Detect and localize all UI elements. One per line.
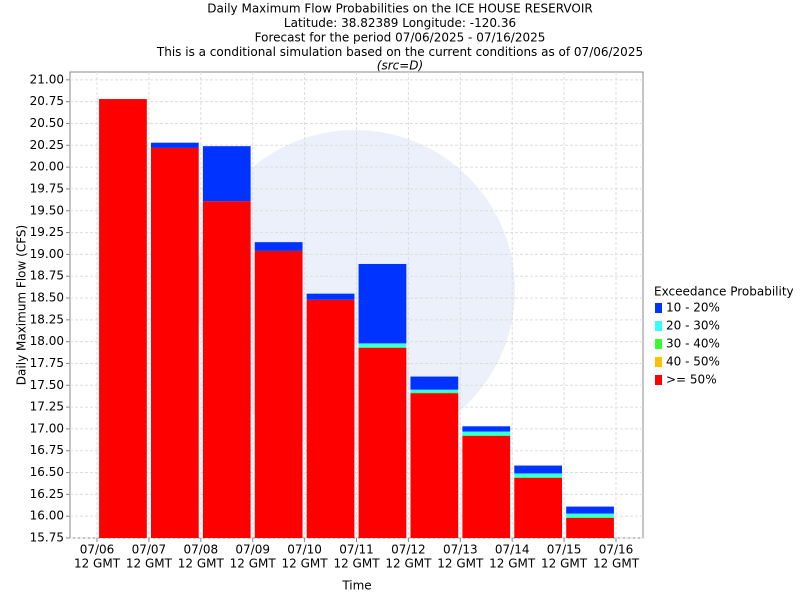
subtitle: (src=D) <box>377 59 423 73</box>
y-tick-label: 18.00 <box>30 334 64 348</box>
x-axis-label: Time <box>341 579 371 593</box>
bar-segment <box>410 376 459 390</box>
y-tick-label: 20.25 <box>30 138 64 152</box>
bar-segment <box>514 477 563 538</box>
y-tick-label: 16.00 <box>30 509 64 523</box>
chart-title: Forecast for the period 07/06/2025 - 07/… <box>255 31 546 45</box>
chart-title: This is a conditional simulation based o… <box>156 45 643 59</box>
legend-swatch <box>655 357 662 367</box>
bar-segment <box>202 201 251 538</box>
y-tick-label: 20.00 <box>30 160 64 174</box>
bar-segment <box>514 473 563 477</box>
bar-segment <box>410 393 459 538</box>
x-tick-label: 07/15 <box>547 543 582 557</box>
y-tick-label: 16.75 <box>30 443 64 457</box>
x-tick-label: 12 GMT <box>593 557 640 571</box>
x-tick-label: 07/09 <box>235 543 270 557</box>
bar-segment <box>150 147 199 539</box>
y-tick-label: 17.25 <box>30 400 64 414</box>
y-tick-label: 20.75 <box>30 94 64 108</box>
y-tick-label: 17.75 <box>30 356 64 370</box>
legend-swatch <box>655 375 662 385</box>
bar-segment <box>462 426 511 432</box>
y-tick-label: 19.00 <box>30 247 64 261</box>
bar-segment <box>254 250 303 538</box>
x-tick-label: 07/16 <box>599 543 634 557</box>
legend-swatch <box>655 303 662 313</box>
y-tick-label: 19.75 <box>30 181 64 195</box>
x-tick-label: 12 GMT <box>126 557 173 571</box>
x-tick-label: 12 GMT <box>230 557 277 571</box>
x-tick-label: 12 GMT <box>541 557 588 571</box>
bar-segment <box>566 506 614 514</box>
bar-segment <box>566 513 614 518</box>
y-tick-label: 19.25 <box>30 225 64 239</box>
bar-segment <box>514 476 563 478</box>
y-tick-label: 16.50 <box>30 465 64 479</box>
x-tick-label: 07/06 <box>80 543 115 557</box>
legend-label: 30 - 40% <box>666 337 720 351</box>
y-tick-label: 21.00 <box>30 72 64 86</box>
bar-segment <box>462 431 511 436</box>
bar-segment <box>306 299 355 538</box>
x-tick-label: 07/07 <box>132 543 167 557</box>
chart-title: Daily Maximum Flow Probabilities on the … <box>207 2 592 16</box>
y-tick-label: 15.75 <box>30 531 64 545</box>
y-tick-label: 17.50 <box>30 378 64 392</box>
bar-segment <box>150 142 199 148</box>
bar-segment <box>306 293 355 300</box>
bar-segment <box>410 392 459 394</box>
bar-segment <box>566 517 614 538</box>
x-tick-label: 12 GMT <box>489 557 536 571</box>
y-tick-label: 18.50 <box>30 291 64 305</box>
bar-segment <box>202 146 251 202</box>
y-tick-label: 20.50 <box>30 116 64 130</box>
legend-title: Exceedance Probability <box>654 285 794 299</box>
legend-label: >= 50% <box>666 373 717 387</box>
bar-segment <box>358 346 407 348</box>
x-tick-label: 07/10 <box>287 543 322 557</box>
bar-segment <box>358 343 407 347</box>
bar-segment <box>254 242 303 251</box>
bar-segment <box>410 389 459 393</box>
x-tick-label: 07/14 <box>495 543 530 557</box>
x-tick-label: 12 GMT <box>385 557 432 571</box>
y-axis-label: Daily Maximum Flow (CFS) <box>15 225 29 385</box>
x-tick-label: 07/12 <box>391 543 426 557</box>
y-tick-label: 16.25 <box>30 487 64 501</box>
y-tick-label: 19.50 <box>30 203 64 217</box>
legend-label: 10 - 20% <box>666 301 720 315</box>
y-tick-label: 17.00 <box>30 421 64 435</box>
x-tick-label: 12 GMT <box>282 557 329 571</box>
x-tick-label: 12 GMT <box>74 557 121 571</box>
bar-segment <box>566 517 614 518</box>
x-tick-label: 07/08 <box>184 543 219 557</box>
bar-segment <box>514 465 563 474</box>
bar-segment <box>462 435 511 436</box>
legend-label: 20 - 30% <box>666 319 720 333</box>
x-tick-label: 07/11 <box>339 543 374 557</box>
x-tick-label: 07/13 <box>443 543 478 557</box>
chart-title: Latitude: 38.82389 Longitude: -120.36 <box>284 16 516 30</box>
legend-swatch <box>655 339 662 349</box>
y-tick-label: 18.75 <box>30 269 64 283</box>
legend-swatch <box>655 321 662 331</box>
bar-segment <box>358 347 407 538</box>
x-tick-label: 12 GMT <box>437 557 484 571</box>
bar-segment <box>358 263 407 344</box>
bar-segment <box>99 99 147 539</box>
x-tick-label: 12 GMT <box>178 557 225 571</box>
legend-label: 40 - 50% <box>666 355 720 369</box>
y-tick-label: 18.25 <box>30 312 64 326</box>
x-tick-label: 12 GMT <box>333 557 380 571</box>
bar-segment <box>462 435 511 538</box>
